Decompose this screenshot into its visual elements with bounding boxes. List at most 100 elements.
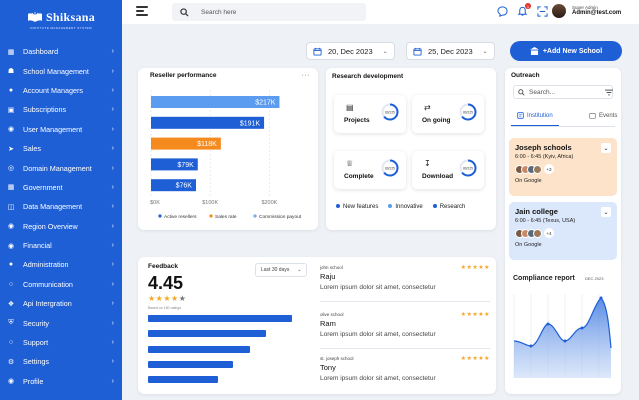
x-tick-label: $0K xyxy=(150,200,160,206)
progress-ring: 80/125 xyxy=(381,159,399,177)
end-date-label: 25, Dec 2023 xyxy=(428,46,473,56)
calendar-icon xyxy=(313,47,322,56)
research-tile-complete[interactable]: ♕ Complete 80/125 xyxy=(334,151,406,189)
sidebar-item-subscriptions[interactable]: ▣ Subscriptions › xyxy=(0,100,122,119)
sidebar-item-sales[interactable]: ➤ Sales › xyxy=(0,139,122,158)
sidebar-item-dashboard[interactable]: ▦ Dashboard › xyxy=(0,42,122,61)
feedback-note: Based on 150 ratings xyxy=(148,306,182,310)
bar-value-label: $76K xyxy=(176,183,193,190)
review-text: Lorem ipsum dolor sit amet, consectetur xyxy=(320,284,436,291)
sidebar-item-communication[interactable]: ○ Communication › xyxy=(0,275,122,294)
sidebar-item-account-managers[interactable]: ● Account Managers › xyxy=(0,81,122,100)
outreach-search-placeholder: Search... xyxy=(529,88,556,96)
chevron-right-icon: › xyxy=(111,339,114,347)
avatar[interactable] xyxy=(552,4,566,18)
attendee-avatar xyxy=(533,228,542,238)
sidebar-item-label: Data Management xyxy=(23,202,83,212)
research-tile-label: Projects xyxy=(344,117,370,124)
sidebar-item-government[interactable]: ▦ Government › xyxy=(0,178,122,197)
review-divider xyxy=(320,301,490,302)
more-options-icon[interactable]: ··· xyxy=(301,72,310,79)
tab-institution[interactable]: Institution xyxy=(517,112,553,119)
sidebar-item-support[interactable]: ○ Support › xyxy=(0,333,122,352)
research-title: Research development xyxy=(332,73,404,80)
scan-icon[interactable] xyxy=(536,5,548,17)
tab-events-label: Events xyxy=(599,112,618,119)
progress-ring: 80/125 xyxy=(459,103,477,121)
school-name: Joseph schools xyxy=(515,143,572,152)
sidebar-item-label: Settings xyxy=(23,357,49,367)
chevron-down-icon: ⌄ xyxy=(482,48,488,55)
bell-icon[interactable]: 1 xyxy=(516,3,531,17)
institution-icon xyxy=(517,112,524,119)
school-icon: ☗ xyxy=(7,68,15,76)
chevron-down-icon: ⌄ xyxy=(297,267,302,273)
chevron-down-icon[interactable]: ⌄ xyxy=(601,207,611,217)
review-school: olive school xyxy=(320,312,344,317)
feedback-card: Feedback 4.45 ★★★★★ Based on 150 ratings… xyxy=(138,257,496,394)
sidebar-item-domain-management[interactable]: ◎ Domain Management › xyxy=(0,158,122,177)
user-circle-icon: ◉ xyxy=(7,378,15,386)
review-text: Lorem ipsum dolor sit amet, consectetur xyxy=(320,375,436,382)
filter-icon[interactable] xyxy=(605,89,613,96)
user-info[interactable]: Super Admin Admin@test.com xyxy=(572,5,621,18)
legend-dot xyxy=(253,214,257,218)
school-name: Jain college xyxy=(515,207,558,216)
legend-label: Active resellers xyxy=(164,214,197,220)
sidebar-item-security[interactable]: ⛨ Security › xyxy=(0,313,122,332)
sidebar-item-financial[interactable]: ◉ Financial › xyxy=(0,236,122,255)
review-author: Raju xyxy=(320,272,336,281)
chevron-down-icon[interactable]: ⌄ xyxy=(601,143,611,153)
sidebar-item-data-management[interactable]: ◫ Data Management › xyxy=(0,197,122,216)
outreach-search[interactable]: Search... xyxy=(513,85,613,99)
research-tile-on-going[interactable]: ⇄ On going 80/125 xyxy=(412,95,484,133)
hamburger-menu-icon[interactable] xyxy=(136,6,148,16)
tab-events[interactable]: Events xyxy=(589,112,617,119)
sidebar-item-user-management[interactable]: ◉ User Management › xyxy=(0,120,122,139)
sidebar-nav: ▦ Dashboard › ☗ School Management › ● Account M… xyxy=(0,42,122,391)
research-tile-download[interactable]: ↧ Download 80/125 xyxy=(412,151,484,189)
sidebar-item-label: Administration xyxy=(23,260,69,270)
sidebar-item-administration[interactable]: ● Administration › xyxy=(0,255,122,274)
chevron-right-icon: › xyxy=(111,164,114,172)
period-select[interactable]: Last 30 days ⌄ xyxy=(255,263,307,277)
period-select-value: Last 30 days xyxy=(261,267,290,273)
outreach-tabs: Institution Events xyxy=(511,112,617,127)
building-icon: ▦ xyxy=(7,184,15,192)
outreach-title: Outreach xyxy=(511,72,540,79)
sidebar-item-label: School Management xyxy=(23,66,89,76)
admin-icon: ● xyxy=(8,261,14,269)
chevron-right-icon: › xyxy=(111,203,114,211)
chevron-right-icon: › xyxy=(111,377,114,385)
chevron-right-icon: › xyxy=(111,222,114,230)
feedback-score: 4.45 xyxy=(148,273,184,293)
bar xyxy=(151,137,221,150)
arrows-icon: ⇄ xyxy=(424,103,431,112)
grid-icon: ▦ xyxy=(7,48,15,56)
school-card[interactable]: Jain college 6:00 - 6:45 (Texus, USA) +4 On… xyxy=(509,202,617,260)
chevron-right-icon: › xyxy=(111,280,114,288)
sidebar-item-school-management[interactable]: ☗ School Management › xyxy=(0,61,122,80)
research-tile-projects[interactable]: ▤ Projects 80/125 xyxy=(334,95,406,133)
extra-attendees: +3 xyxy=(544,164,554,174)
tab-active-indicator xyxy=(511,125,559,127)
add-new-school-button[interactable]: +Add New School xyxy=(510,41,622,61)
sidebar-item-profile[interactable]: ◉ Profile › xyxy=(0,372,122,391)
search-bar[interactable] xyxy=(172,3,366,21)
rating-bar xyxy=(148,315,292,322)
rating-bar xyxy=(148,361,233,368)
megaphone-icon: ➤ xyxy=(8,145,14,153)
start-date-picker[interactable]: 20, Dec 2023 ⌄ xyxy=(306,42,395,60)
chat-icon[interactable] xyxy=(496,5,508,17)
search-icon xyxy=(180,7,189,17)
sidebar-item-region-overview[interactable]: ◉ Region Overview › xyxy=(0,217,122,236)
search-input[interactable] xyxy=(201,8,341,16)
sidebar-item-settings[interactable]: ⚙ Settings › xyxy=(0,352,122,371)
sidebar-item-label: Financial xyxy=(23,241,52,251)
download-icon: ↧ xyxy=(424,159,431,168)
chevron-right-icon: › xyxy=(111,48,114,56)
end-date-picker[interactable]: 25, Dec 2023 ⌄ xyxy=(406,42,495,60)
school-card[interactable]: Joseph schools 6:00 - 6:45 (Kyiv, Africa)… xyxy=(509,138,617,196)
chevron-right-icon: › xyxy=(111,242,114,250)
sidebar-item-api-intergration[interactable]: ❖ Api Intergration › xyxy=(0,294,122,313)
